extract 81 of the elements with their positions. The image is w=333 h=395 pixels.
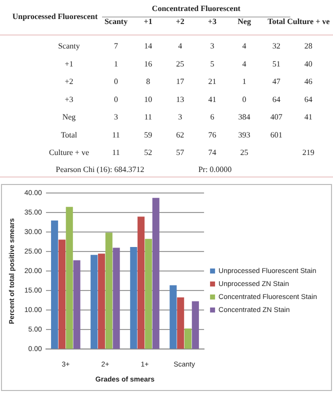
data-label: 64 [304,94,312,104]
y-tick-label: Culture + ve [48,148,90,158]
x-tick-label: +3 [208,16,216,26]
x-tick-label: Culture + ve [287,16,330,26]
bar [66,206,73,349]
bar [130,247,138,349]
data-label: 16 [144,59,152,68]
bar [105,232,112,349]
bar [112,248,120,349]
data-label: 6 [210,112,214,122]
data-label: 59 [144,130,152,140]
bar [73,260,80,349]
data-label: 4 [242,59,246,68]
data-label: 28 [304,42,312,51]
data-label: 219 [302,148,314,158]
data-label: 21 [208,77,216,86]
bar [192,301,199,349]
data-label: 17 [176,77,184,86]
data-label: 1 [242,77,246,86]
x-tick-label: Neg [238,16,251,26]
y-tick-label: Neg [62,112,76,122]
data-label: 601 [270,130,282,140]
bar [177,297,184,349]
data-label: 11 [144,112,152,122]
y-tick-label: Scanty [58,42,80,51]
data-label: 4 [178,42,182,51]
data-label: 32 [272,42,280,51]
data-label: 64 [272,94,280,104]
data-label: 11 [112,130,120,140]
data-label: 47 [272,77,280,86]
data-label: 7 [114,42,118,51]
data-label: 5 [210,59,214,68]
bar [98,254,106,349]
data-label: 4 [242,42,246,51]
data-label: 11 [112,148,120,158]
data-label: 25 [240,148,248,158]
data-label: 3 [210,42,214,51]
x-tick-label: Total [268,16,286,26]
y-tick-label: +3 [64,94,74,104]
data-label: 57 [176,148,184,158]
data-label: 51 [272,59,280,68]
data-label: 76 [208,130,216,140]
data-label: 52 [144,148,152,158]
y-tick-label: +2 [64,77,74,86]
data-label: 8 [146,77,150,86]
data-label: 40 [304,59,312,68]
bar [51,220,58,349]
data-label: 46 [304,77,312,86]
data-label: 74 [208,148,216,158]
x-tick-label: +1 [144,16,152,26]
data-label: 41 [208,94,216,104]
x-tick-label: +2 [176,16,184,26]
x-tick-label: Scanty [104,16,128,26]
text: Pr: 0.0000 [198,165,232,174]
bar [90,254,98,349]
bar [184,328,192,349]
data-label: 10 [144,94,152,104]
y-tick-label: +1 [64,59,74,68]
data-label: 0 [114,94,118,104]
data-label: 13 [176,94,184,104]
data-label: 3 [178,112,182,122]
data-label: 62 [176,130,184,140]
data-label: 1 [114,59,118,68]
bar [58,240,66,349]
data-label: 393 [238,130,250,140]
data-label: 3 [114,112,118,122]
bar [138,216,145,349]
data-label: 14 [144,42,152,51]
data-label: 25 [176,59,184,68]
y-tick-label: Total [60,130,78,140]
y-axis-title: Unprocessed Fluorescent [12,12,98,22]
data-label: 0 [114,77,118,86]
bar [170,285,177,349]
data-label: 384 [238,112,250,122]
chart-title: Concentrated Fluorescent [152,4,241,14]
data-label: 41 [304,112,312,122]
text: Pearson Chi (16): 684.3712 [56,165,144,174]
bar [152,198,160,349]
bar [144,238,152,349]
data-label: 0 [242,94,246,104]
data-label: 407 [270,112,282,122]
